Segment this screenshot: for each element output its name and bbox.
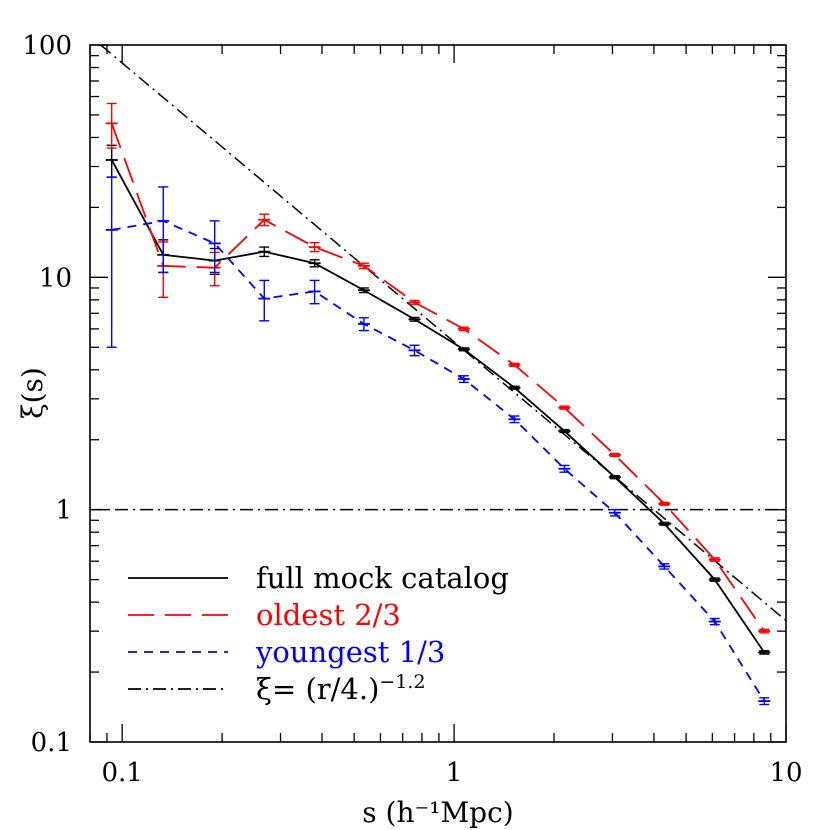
legend-label-2: oldest 2/3 [256, 598, 401, 632]
y-tick-label: 10 [39, 263, 72, 293]
legend-label-1: full mock catalog [256, 561, 509, 595]
series-3 [105, 176, 771, 706]
x-axis-title: s (h⁻¹Mpc) [362, 796, 513, 829]
plot-frame [89, 44, 787, 743]
series-line [110, 159, 766, 653]
y-axis-title: ξ(s) [16, 367, 49, 419]
series-line [111, 219, 766, 702]
reference-lines [90, 44, 787, 622]
series-line [110, 123, 766, 632]
legend-label-3: youngest 1/3 [255, 635, 445, 669]
series-2 [105, 102, 771, 634]
x-tick-label: 1 [446, 758, 463, 788]
legend-label-4: ξ= (r/4.)−1.2 [256, 671, 426, 706]
tick-labels: 0.1 1 10 0.1 1 10 100 [22, 31, 802, 788]
x-tick-label: 10 [769, 758, 802, 788]
x-tick-label: 0.1 [101, 758, 142, 788]
y-tick-label: 0.1 [31, 728, 72, 758]
data-series [105, 102, 771, 706]
series-1 [105, 144, 771, 655]
y-tick-label: 1 [55, 496, 72, 526]
reference-line-power-law [100, 44, 787, 622]
plot-area [89, 44, 787, 743]
y-tick-label: 100 [22, 31, 72, 61]
